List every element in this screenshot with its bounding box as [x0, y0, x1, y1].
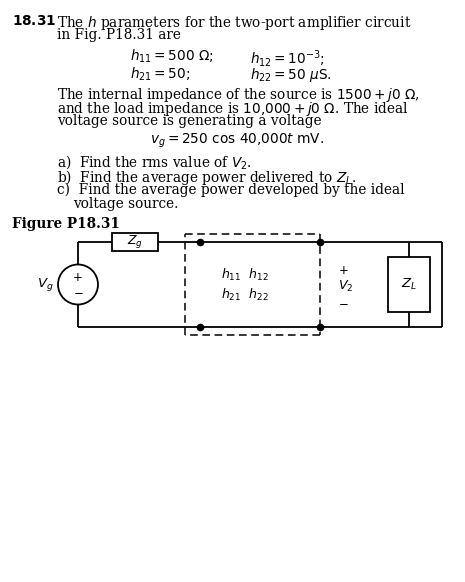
Text: $V_2$: $V_2$: [338, 279, 353, 294]
Text: $h_{21} = 50;$: $h_{21} = 50;$: [130, 66, 190, 83]
Text: $h_{22} = 50\ \mu\mathrm{S}.$: $h_{22} = 50\ \mu\mathrm{S}.$: [250, 66, 332, 84]
Text: and the load impedance is $10{,}000 + j0\ \Omega$. The ideal: and the load impedance is $10{,}000 + j0…: [57, 100, 409, 118]
Text: $Z_L$: $Z_L$: [401, 277, 417, 292]
Bar: [388, 257, 430, 312]
Text: $\mathbf{18.31}$: $\mathbf{18.31}$: [12, 14, 56, 28]
Text: $-$: $-$: [73, 285, 83, 298]
Text: The internal impedance of the source is $1500 + j0\ \Omega$,: The internal impedance of the source is …: [57, 86, 420, 104]
Text: $Z_g$: $Z_g$: [127, 233, 143, 250]
Text: The $h$ parameters for the two-port amplifier circuit: The $h$ parameters for the two-port ampl…: [57, 14, 412, 32]
Text: c)  Find the average power developed by the ideal: c) Find the average power developed by t…: [57, 183, 405, 197]
Bar: [112, 233, 158, 251]
Text: a)  Find the rms value of $V_2$.: a) Find the rms value of $V_2$.: [57, 153, 252, 171]
Text: $V_g$: $V_g$: [37, 276, 54, 293]
Text: $h_{11}\ \ h_{12}$: $h_{11}\ \ h_{12}$: [221, 267, 268, 282]
Text: +: +: [73, 271, 83, 284]
Text: $+$: $+$: [338, 264, 349, 277]
Text: $v_g = 250\ \mathrm{cos}\ 40{,}000t\ \mathrm{mV}.$: $v_g = 250\ \mathrm{cos}\ 40{,}000t\ \ma…: [150, 132, 324, 150]
Text: $h_{12} = 10^{-3};$: $h_{12} = 10^{-3};$: [250, 48, 325, 69]
Text: $h_{11} = 500\ \Omega;$: $h_{11} = 500\ \Omega;$: [130, 48, 214, 65]
Text: voltage source is generating a voltage: voltage source is generating a voltage: [57, 114, 322, 128]
Text: voltage source.: voltage source.: [73, 197, 179, 211]
Text: Figure P18.31: Figure P18.31: [12, 217, 120, 231]
Text: $-$: $-$: [338, 296, 349, 309]
Text: b)  Find the average power delivered to $Z_L$.: b) Find the average power delivered to $…: [57, 168, 356, 187]
Text: $h_{21}\ \ h_{22}$: $h_{21}\ \ h_{22}$: [221, 286, 268, 303]
Text: in Fig. P18.31 are: in Fig. P18.31 are: [57, 28, 181, 42]
